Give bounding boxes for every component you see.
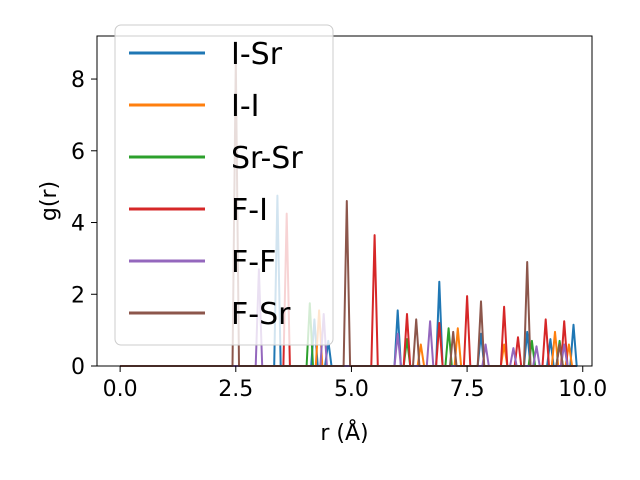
legend-label-f-i: F-I bbox=[231, 193, 268, 228]
x-tick-label: 0.0 bbox=[103, 377, 138, 402]
y-axis-label: g(r) bbox=[37, 181, 62, 221]
y-tick-label: 8 bbox=[71, 68, 85, 93]
y-tick-label: 6 bbox=[71, 140, 85, 165]
x-tick-label: 7.5 bbox=[450, 377, 485, 402]
legend-label-i-sr: I-Sr bbox=[231, 37, 283, 72]
x-axis: 0.0 2.5 5.0 7.5 10.0 bbox=[103, 366, 607, 402]
legend-label-i-i: I-I bbox=[231, 89, 260, 124]
legend-label-f-f: F-F bbox=[231, 245, 276, 280]
series-line-f-i bbox=[120, 212, 576, 367]
legend-box bbox=[114, 24, 334, 346]
x-tick-label: 5.0 bbox=[334, 377, 369, 402]
y-tick-label: 0 bbox=[71, 355, 85, 380]
x-tick-label: 10.0 bbox=[558, 377, 607, 402]
legend: I-Sr I-I Sr-Sr F-I F-F F-Sr bbox=[114, 24, 334, 346]
x-axis-label: r (Å) bbox=[320, 419, 368, 446]
x-tick-label: 2.5 bbox=[218, 377, 253, 402]
y-axis: 0 2 4 6 8 bbox=[71, 68, 97, 380]
y-tick-label: 2 bbox=[71, 283, 85, 308]
legend-label-f-sr: F-Sr bbox=[231, 297, 291, 332]
y-tick-label: 4 bbox=[71, 212, 85, 237]
legend-label-sr-sr: Sr-Sr bbox=[231, 141, 303, 176]
plot-frame bbox=[96, 35, 593, 367]
